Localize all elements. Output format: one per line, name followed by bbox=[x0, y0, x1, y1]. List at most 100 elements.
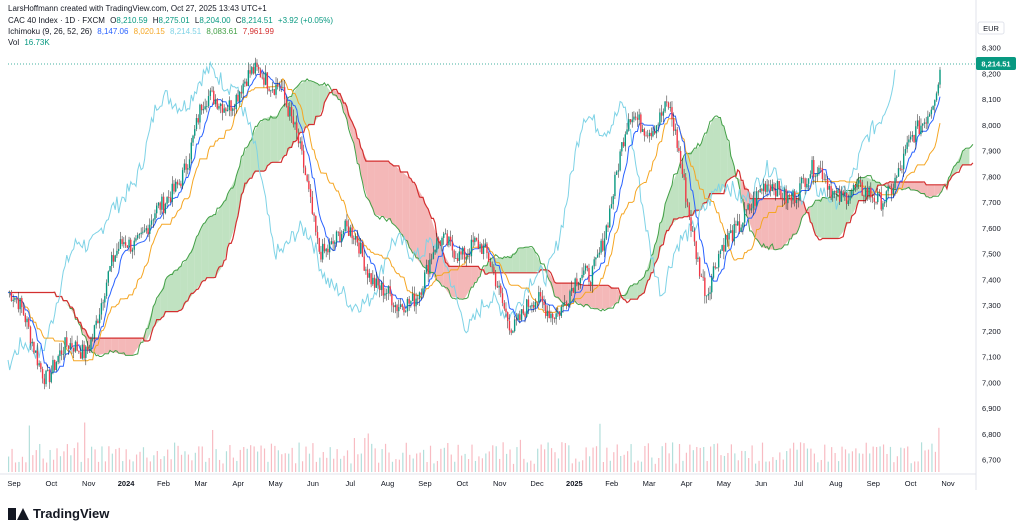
candle-body bbox=[669, 107, 671, 108]
volume-bar bbox=[205, 461, 207, 472]
legend-price[interactable]: CAC 40 Index · 1D · FXCM O8,210.59 H8,27… bbox=[8, 16, 336, 25]
candle-body bbox=[847, 200, 850, 205]
currency-badge[interactable] bbox=[977, 21, 1005, 35]
cloud-segment bbox=[436, 236, 444, 287]
candle-body bbox=[311, 196, 314, 214]
volume-bar bbox=[135, 454, 138, 472]
cloud-segment bbox=[927, 184, 935, 197]
candle-body bbox=[673, 119, 675, 131]
candle-body bbox=[147, 228, 149, 234]
legend-volume[interactable]: Vol 16.73K bbox=[8, 38, 53, 47]
candle-body bbox=[676, 129, 678, 148]
candle-body bbox=[567, 303, 569, 306]
candle-body bbox=[308, 180, 310, 190]
cloud-segment bbox=[381, 161, 389, 219]
volume-bar bbox=[384, 443, 387, 472]
y-tick-label: 7,200 bbox=[982, 327, 1001, 336]
ichimoku-name[interactable]: Ichimoku (9, 26, 52, 26) bbox=[8, 27, 93, 36]
candle-body bbox=[493, 267, 495, 273]
candle-body bbox=[915, 126, 917, 143]
candle-body bbox=[251, 67, 253, 74]
candle-body bbox=[721, 245, 723, 251]
candle-body bbox=[878, 192, 881, 193]
candle-body bbox=[617, 170, 620, 172]
open-label: O bbox=[110, 16, 117, 25]
candle-body bbox=[837, 189, 839, 193]
volume-bar bbox=[654, 463, 656, 472]
volume-bar bbox=[512, 463, 515, 472]
cloud-segment bbox=[201, 217, 209, 283]
candle-body bbox=[800, 177, 803, 184]
volume-bar bbox=[754, 463, 757, 472]
volume-bar bbox=[544, 449, 546, 472]
volume-bar bbox=[422, 449, 425, 472]
candle-body bbox=[896, 176, 898, 178]
candle-body bbox=[558, 311, 561, 316]
y-tick-label: 7,500 bbox=[982, 250, 1001, 259]
candle-body bbox=[500, 285, 502, 294]
candle-body bbox=[157, 202, 160, 206]
volume-bar bbox=[87, 458, 89, 472]
volume-bar bbox=[129, 459, 131, 472]
candle-body bbox=[360, 242, 362, 254]
x-tick-label: Oct bbox=[905, 479, 918, 488]
volume-bar bbox=[177, 445, 179, 472]
candle-body bbox=[14, 297, 16, 300]
legend-ichimoku[interactable]: Ichimoku (9, 26, 52, 26) 8,147.06 8,020.… bbox=[8, 27, 277, 36]
volume-bar bbox=[260, 445, 262, 472]
candle-body bbox=[204, 106, 206, 110]
candle-body bbox=[225, 108, 227, 112]
volume-bar bbox=[108, 446, 110, 472]
volume-bar bbox=[142, 447, 145, 472]
candle-body bbox=[219, 103, 222, 107]
candle-body bbox=[92, 337, 94, 340]
candle-body bbox=[53, 360, 56, 371]
volume-bar bbox=[212, 429, 214, 472]
close-value: 8,214.51 bbox=[241, 16, 273, 25]
cloud-segment bbox=[111, 338, 119, 354]
candle-body bbox=[128, 239, 130, 248]
volume-name[interactable]: Vol bbox=[8, 38, 20, 47]
candle-body bbox=[185, 163, 187, 170]
volume-bar bbox=[668, 453, 670, 472]
candle-body bbox=[142, 231, 144, 233]
candle-body bbox=[156, 205, 158, 214]
candle-body bbox=[446, 233, 448, 246]
candle-body bbox=[864, 187, 867, 197]
symbol-name[interactable]: CAC 40 Index · 1D · FXCM bbox=[8, 16, 105, 25]
cloud-segment bbox=[602, 285, 610, 310]
volume-bar bbox=[637, 460, 639, 472]
candle-body bbox=[771, 184, 773, 192]
candle-body bbox=[239, 91, 241, 102]
candle-body bbox=[797, 199, 799, 201]
candle-body bbox=[600, 240, 602, 253]
cloud-segment bbox=[63, 300, 71, 309]
candle-body bbox=[498, 285, 500, 288]
time-axis: Sep Oct Nov 2024 Feb Mar Apr May Jun Jul Aug Sep Oct… bbox=[7, 479, 955, 488]
candle-body bbox=[792, 191, 794, 201]
volume-bar bbox=[886, 453, 888, 472]
candle-body bbox=[788, 195, 791, 197]
candle-body bbox=[332, 241, 334, 244]
candle-body bbox=[595, 257, 597, 260]
last-price-value: 8,214.51 bbox=[981, 60, 1010, 69]
tradingview-logo[interactable]: TradingView bbox=[8, 506, 109, 521]
volume-bar bbox=[703, 446, 705, 472]
x-tick-label: Aug bbox=[381, 479, 394, 488]
cloud-segment bbox=[180, 257, 188, 311]
volume-bar bbox=[308, 453, 311, 472]
volume-bar bbox=[689, 444, 691, 472]
cloud-segment bbox=[298, 81, 306, 136]
volume-bar bbox=[301, 461, 304, 472]
candle-body bbox=[62, 353, 65, 355]
candle-body bbox=[275, 84, 277, 95]
volume-bar bbox=[851, 451, 854, 472]
candle-body bbox=[890, 187, 893, 195]
candle-body bbox=[40, 363, 42, 370]
volume-bar bbox=[578, 461, 580, 472]
cloud-segment bbox=[416, 185, 423, 267]
candle-body bbox=[745, 209, 748, 211]
candle-body bbox=[619, 151, 621, 171]
candle-body bbox=[877, 192, 879, 203]
